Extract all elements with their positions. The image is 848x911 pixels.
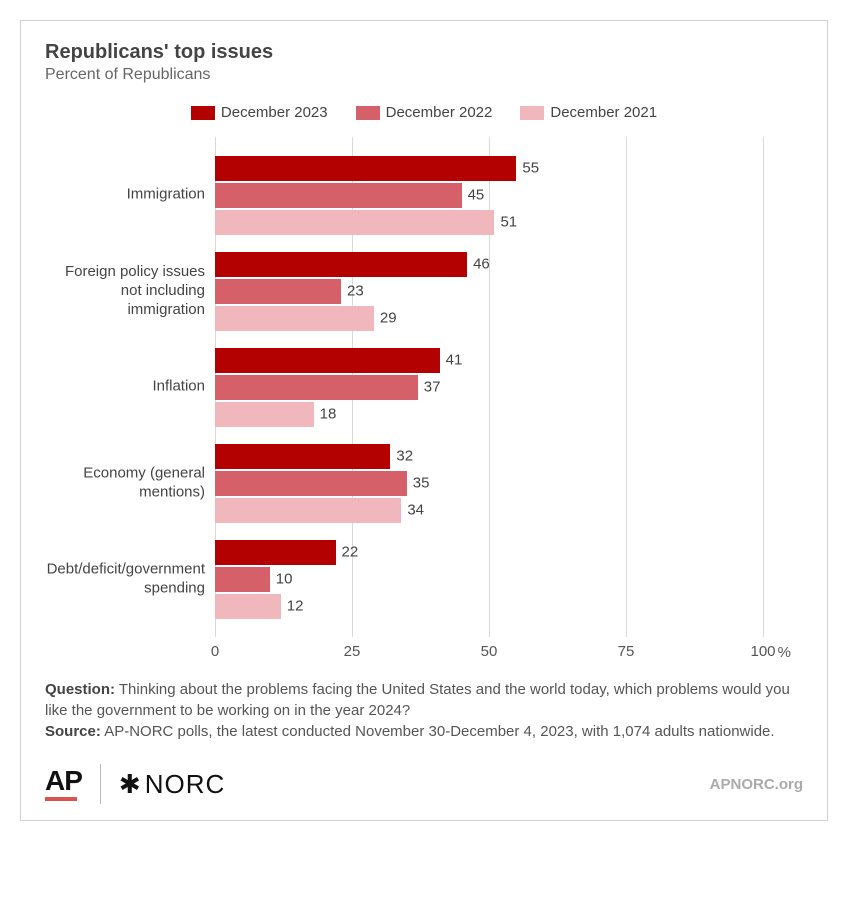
logos: AP ✱ NORC <box>45 764 225 804</box>
bar-row: 55 <box>215 156 516 181</box>
bar-value-label: 45 <box>462 187 485 204</box>
bar-value-label: 37 <box>418 379 441 396</box>
bar <box>215 498 401 523</box>
bar <box>215 471 407 496</box>
bar <box>215 540 336 565</box>
bar-value-label: 23 <box>341 283 364 300</box>
chart-title: Republicans' top issues <box>45 41 803 64</box>
x-tick-label: 50 <box>481 643 498 660</box>
category-label: Economy (general mentions) <box>45 464 215 502</box>
bar-row: 41 <box>215 348 440 373</box>
bar-value-label: 41 <box>440 352 463 369</box>
logo-divider <box>100 764 101 804</box>
bar-value-label: 18 <box>314 406 337 423</box>
bar <box>215 444 390 469</box>
norc-logo-text: NORC <box>145 769 226 800</box>
norc-star-icon: ✱ <box>119 769 141 800</box>
ap-logo-underline <box>45 797 77 801</box>
bar-value-label: 34 <box>401 502 424 519</box>
site-label: APNORC.org <box>710 776 803 793</box>
bar <box>215 306 374 331</box>
bar <box>215 279 341 304</box>
bar <box>215 156 516 181</box>
bar-row: 51 <box>215 210 494 235</box>
bar-row: 34 <box>215 498 401 523</box>
bar-row: 32 <box>215 444 390 469</box>
legend-item: December 2021 <box>520 104 657 121</box>
question-prefix: Question: <box>45 681 115 698</box>
bar-value-label: 46 <box>467 256 490 273</box>
legend-label: December 2022 <box>386 104 493 121</box>
x-tick-label: 100 <box>750 643 775 660</box>
bar-row: 18 <box>215 402 314 427</box>
category-group: Immigration554551 <box>215 147 763 243</box>
bar-row: 12 <box>215 594 281 619</box>
legend-swatch <box>191 106 215 120</box>
legend-label: December 2021 <box>550 104 657 121</box>
bar <box>215 183 462 208</box>
ap-logo: AP <box>45 767 82 801</box>
category-label: Debt/deficit/government spending <box>45 560 215 598</box>
legend-swatch <box>356 106 380 120</box>
x-tick-label: 75 <box>618 643 635 660</box>
category-label: Foreign policy issues not including immi… <box>45 263 215 319</box>
x-tick-label: 25 <box>344 643 361 660</box>
source-text: AP-NORC polls, the latest conducted Nove… <box>101 723 775 740</box>
chart-card: Republicans' top issues Percent of Repub… <box>20 20 828 821</box>
x-tick-label: 0 <box>211 643 219 660</box>
plot: Immigration554551Foreign policy issues n… <box>215 137 803 667</box>
category-group: Inflation413718 <box>215 339 763 435</box>
bar-row: 37 <box>215 375 418 400</box>
norc-logo: ✱ NORC <box>119 769 225 800</box>
bar-value-label: 35 <box>407 475 430 492</box>
bar-row: 23 <box>215 279 341 304</box>
bar <box>215 210 494 235</box>
chart-notes: Question: Thinking about the problems fa… <box>45 679 803 742</box>
bar <box>215 252 467 277</box>
source-prefix: Source: <box>45 723 101 740</box>
bar-value-label: 12 <box>281 598 304 615</box>
category-group: Foreign policy issues not including immi… <box>215 243 763 339</box>
bar-row: 35 <box>215 471 407 496</box>
bar <box>215 402 314 427</box>
bar-row: 29 <box>215 306 374 331</box>
category-group: Debt/deficit/government spending221012 <box>215 531 763 627</box>
category-label: Immigration <box>45 186 215 205</box>
percent-label: % <box>778 644 791 661</box>
bar <box>215 567 270 592</box>
bar-row: 45 <box>215 183 462 208</box>
legend: December 2023 December 2022 December 2021 <box>45 104 803 121</box>
ap-logo-text: AP <box>45 767 82 795</box>
footer: AP ✱ NORC APNORC.org <box>45 764 803 804</box>
bar-row: 10 <box>215 567 270 592</box>
chart-subtitle: Percent of Republicans <box>45 66 803 84</box>
bar-value-label: 32 <box>390 448 413 465</box>
bar <box>215 594 281 619</box>
gridline <box>763 137 764 637</box>
bar-value-label: 22 <box>336 544 359 561</box>
bar-value-label: 10 <box>270 571 293 588</box>
bar-value-label: 51 <box>494 214 517 231</box>
legend-item: December 2022 <box>356 104 493 121</box>
category-label: Inflation <box>45 378 215 397</box>
bar <box>215 348 440 373</box>
bar <box>215 375 418 400</box>
legend-item: December 2023 <box>191 104 328 121</box>
plot-area: Immigration554551Foreign policy issues n… <box>215 137 763 637</box>
category-group: Economy (general mentions)323534 <box>215 435 763 531</box>
legend-label: December 2023 <box>221 104 328 121</box>
bar-value-label: 55 <box>516 160 539 177</box>
bar-row: 46 <box>215 252 467 277</box>
legend-swatch <box>520 106 544 120</box>
bar-value-label: 29 <box>374 310 397 327</box>
x-axis: 0255075100 <box>215 637 763 667</box>
question-text: Thinking about the problems facing the U… <box>45 681 790 719</box>
bar-row: 22 <box>215 540 336 565</box>
